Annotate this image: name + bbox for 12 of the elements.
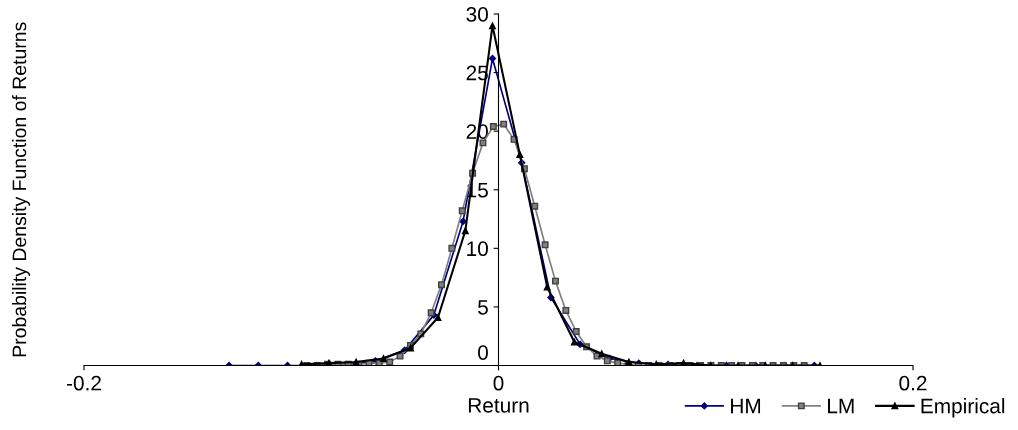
- y-axis-title: Probability Density Function of Returns: [11, 22, 31, 357]
- legend-label: HM: [731, 398, 761, 414]
- legend-label: LM: [828, 398, 854, 414]
- y-tick-label: 30: [466, 7, 488, 22]
- x-tick-label: 0.2: [899, 375, 927, 391]
- y-tick-label: 10: [467, 241, 488, 257]
- x-tick-label: 0: [493, 375, 504, 391]
- x-axis-title: Return: [468, 398, 529, 413]
- legend-label: Empirical: [921, 398, 1005, 418]
- x-tick-label: -0.2: [66, 375, 101, 391]
- y-tick-label: 0: [478, 345, 488, 360]
- y-tick-label: 5: [478, 300, 488, 315]
